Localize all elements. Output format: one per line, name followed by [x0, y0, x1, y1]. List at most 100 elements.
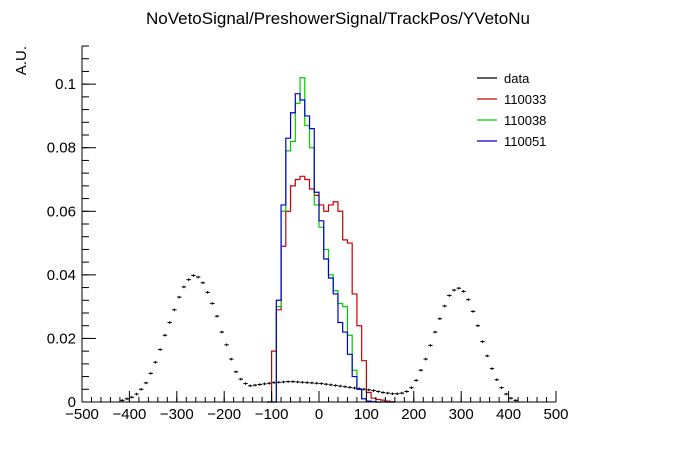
data-point — [233, 370, 239, 374]
data-point — [176, 295, 182, 299]
data-point — [214, 314, 220, 318]
data-point — [300, 380, 305, 384]
data-point — [191, 274, 196, 277]
data-point — [143, 381, 149, 385]
x-tick-label: 0 — [315, 406, 323, 423]
data-point — [338, 384, 343, 388]
data-point — [461, 290, 466, 293]
data-point — [447, 294, 452, 297]
data-point — [129, 395, 134, 399]
data-point — [219, 330, 225, 334]
data-point — [200, 281, 206, 285]
data-point — [290, 380, 296, 383]
data-point — [499, 386, 504, 389]
x-tick-label: −300 — [160, 406, 194, 423]
data-point — [210, 302, 215, 305]
series-data — [120, 274, 518, 402]
legend-label: data — [504, 71, 530, 86]
y-tick-label: 0 — [68, 394, 76, 411]
data-point — [489, 367, 495, 370]
data-point — [352, 386, 357, 390]
data-point — [304, 381, 310, 384]
data-point — [347, 386, 353, 389]
data-point — [437, 317, 443, 321]
data-point — [504, 392, 509, 396]
y-tick-label: 0.1 — [55, 76, 76, 93]
data-point — [508, 396, 514, 400]
data-point — [451, 288, 457, 292]
data-point — [319, 382, 324, 385]
x-tick-label: 500 — [543, 406, 568, 423]
y-axis-label: A.U. — [13, 46, 30, 75]
data-point — [158, 348, 163, 351]
x-tick-label: 200 — [401, 406, 426, 423]
data-point — [309, 381, 315, 385]
data-point — [281, 380, 286, 384]
data-point — [148, 372, 153, 375]
data-point — [371, 389, 376, 392]
data-point — [181, 285, 187, 289]
legend-entry-110051: 110051 — [477, 134, 546, 149]
data-point — [513, 399, 518, 402]
y-tick-label: 0.02 — [47, 330, 76, 347]
data-point — [139, 387, 144, 391]
data-point — [428, 344, 433, 347]
legend-label: 110038 — [504, 113, 546, 128]
data-point — [186, 278, 191, 281]
data-point — [409, 386, 414, 389]
x-tick-label: 100 — [354, 406, 379, 423]
data-point — [432, 330, 438, 334]
data-point — [276, 380, 281, 384]
data-point — [466, 298, 471, 301]
data-point — [205, 291, 210, 294]
x-tick-label: −200 — [207, 406, 241, 423]
data-point — [195, 275, 201, 279]
data-point — [456, 286, 462, 290]
data-point — [380, 391, 386, 394]
data-point — [162, 333, 168, 337]
data-point — [124, 397, 130, 401]
data-point — [323, 382, 329, 386]
data-point — [423, 357, 428, 361]
axes-layer: −500 −400 −300 −200 −100 0 100 200 300 400 500 0 0.0… — [47, 45, 569, 423]
data-point — [120, 399, 125, 402]
data-point — [361, 387, 367, 391]
data-point — [267, 381, 272, 385]
data-point — [480, 340, 485, 343]
legend-entry-110033: 110033 — [477, 92, 546, 107]
data-point — [153, 360, 158, 364]
data-point — [390, 392, 395, 396]
x-tick-label: −400 — [113, 406, 147, 423]
data-point — [395, 392, 400, 396]
data-point — [224, 343, 229, 347]
data-point — [418, 368, 424, 372]
data-point — [399, 391, 405, 395]
plot-area: −500 −400 −300 −200 −100 0 100 200 300 400 500 0 0.0… — [47, 45, 569, 423]
data-point — [385, 391, 390, 395]
x-tick-label: 400 — [496, 406, 521, 423]
data-point — [333, 384, 338, 387]
x-tick-label: −100 — [255, 406, 289, 423]
x-tick-label: −500 — [65, 406, 99, 423]
data-point — [328, 383, 334, 387]
data-point — [404, 390, 409, 393]
data-point — [470, 310, 476, 313]
data-point — [494, 378, 499, 382]
data-point — [342, 385, 348, 389]
data-point — [442, 304, 447, 308]
data-point — [172, 308, 177, 312]
y-tick-label: 0.04 — [47, 267, 76, 284]
legend-entry-110038: 110038 — [477, 113, 546, 128]
legend-label: 110051 — [504, 134, 546, 149]
legend-entry-data: data — [477, 71, 530, 86]
data-point — [243, 382, 248, 385]
x-tick-label: 300 — [449, 406, 474, 423]
histogram-line-110051 — [266, 93, 395, 403]
data-point — [485, 354, 490, 358]
data-point — [257, 383, 262, 386]
data-point — [314, 381, 319, 385]
data-point — [248, 384, 253, 388]
data-point — [295, 380, 300, 384]
data-point — [475, 324, 480, 328]
